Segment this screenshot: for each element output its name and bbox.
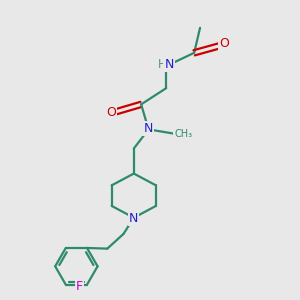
- Text: N: N: [129, 212, 138, 225]
- Text: O: O: [106, 106, 116, 119]
- Text: N: N: [164, 58, 174, 71]
- Text: F: F: [76, 280, 83, 292]
- Text: H: H: [158, 58, 167, 71]
- Text: CH₃: CH₃: [174, 129, 192, 139]
- Text: O: O: [219, 37, 229, 50]
- Text: N: N: [143, 122, 153, 135]
